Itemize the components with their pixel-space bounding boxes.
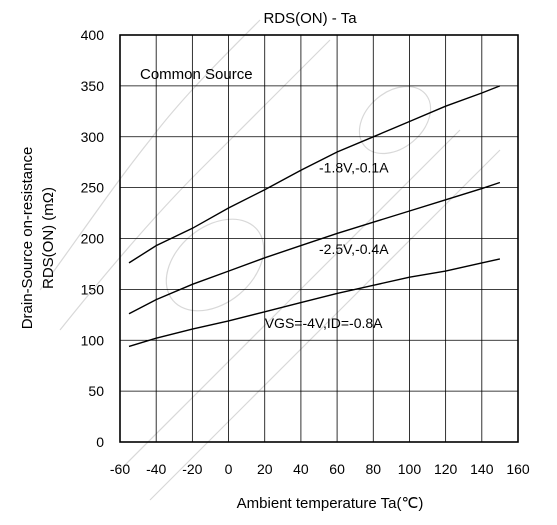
series-labels: -1.8V,-0.1A -2.5V,-0.4A VGS=-4V,ID=-0.8A [265, 159, 389, 331]
y-tick-label: 50 [88, 383, 104, 399]
series-label-1: -1.8V,-0.1A [319, 159, 389, 175]
series-line-2 [128, 181, 501, 315]
x-tick-label: 100 [398, 461, 422, 477]
x-tick-label: 160 [506, 461, 530, 477]
y-tick-label: 350 [81, 78, 105, 94]
x-tick-label: 20 [257, 461, 273, 477]
axis-tick-labels: -60 -40 -20 0 20 40 60 80 100 120 140 160 0 50 100 150 2… [81, 27, 530, 477]
x-tick-label: 80 [365, 461, 381, 477]
x-tick-label: 60 [329, 461, 345, 477]
x-tick-label: -40 [146, 461, 166, 477]
y-tick-label: 200 [81, 231, 105, 247]
y-tick-label: 300 [81, 129, 105, 145]
plot-frame [119, 34, 519, 443]
y-tick-label: 150 [81, 281, 105, 297]
series-label-2: -2.5V,-0.4A [319, 241, 389, 257]
x-tick-label: -60 [110, 461, 130, 477]
series-lines [128, 85, 501, 348]
y-axis-label-line1: Drain-Source on-resistance [19, 147, 36, 330]
x-tick-label: 0 [225, 461, 233, 477]
series-label-3: VGS=-4V,ID=-0.8A [265, 315, 383, 331]
series-line-1 [128, 85, 501, 264]
x-axis-label: Ambient temperature Ta(℃) [237, 495, 424, 512]
y-tick-label: 400 [81, 27, 105, 43]
common-source-annotation: Common Source [140, 66, 253, 83]
x-tick-label: -20 [182, 461, 202, 477]
chart-title: RDS(ON) - Ta [263, 10, 357, 27]
y-tick-label: 100 [81, 332, 105, 348]
x-tick-label: 120 [434, 461, 458, 477]
series-line-3 [128, 258, 501, 348]
y-axis-label-line2: RDS(ON) (mΩ) [40, 187, 57, 289]
grid-lines [120, 35, 518, 442]
y-tick-label: 250 [81, 180, 105, 196]
x-tick-label: 140 [470, 461, 494, 477]
x-tick-label: 40 [293, 461, 309, 477]
watermark-decoration [39, 19, 501, 501]
y-tick-label: 0 [96, 434, 104, 450]
